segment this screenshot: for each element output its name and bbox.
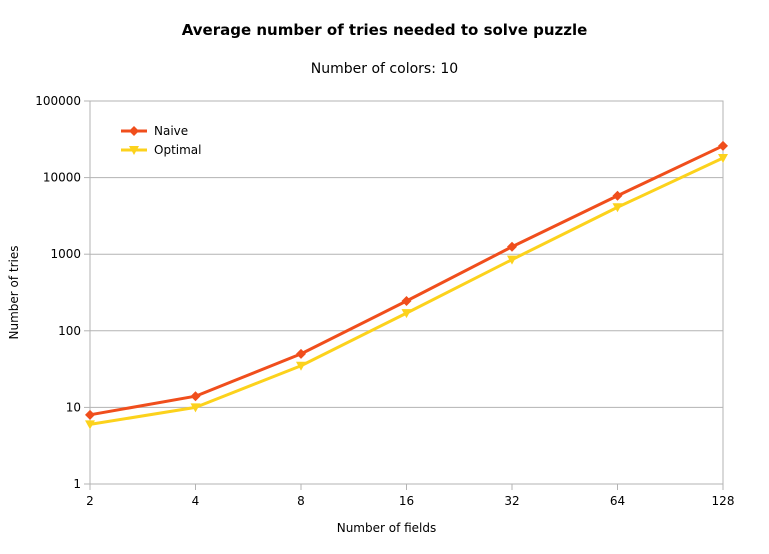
series-optimal: [85, 154, 728, 430]
x-tick-labels: 2 4 8 16 32 64 128: [86, 494, 734, 508]
data-point-optimal: [718, 154, 728, 164]
grid-lines: [84, 100, 724, 490]
data-point-optimal: [296, 361, 306, 371]
data-point-naive: [296, 348, 306, 359]
data-point-optimal: [401, 309, 412, 319]
y-tick-label: 100000: [35, 94, 81, 108]
x-tick-label: 2: [86, 494, 94, 508]
series-line-optimal: [89, 156, 724, 426]
x-axis-title: Number of fields: [337, 521, 437, 535]
data-point-naive: [718, 140, 728, 151]
data-point-optimal: [190, 403, 201, 413]
chart-subtitle: Number of colors: 10: [310, 61, 459, 77]
x-tick-label: 64: [610, 494, 625, 508]
legend-item-naive: Naive: [121, 124, 188, 138]
y-axis-title: Number of tries: [7, 245, 21, 339]
legend-marker: [129, 146, 139, 155]
x-tick-label: 32: [504, 494, 519, 508]
series-naive: [85, 140, 728, 420]
data-point-naive: [507, 241, 517, 252]
y-tick-label: 10: [66, 400, 81, 414]
y-tick-label: 100: [58, 324, 81, 338]
y-tick-labels: 1 10 100 1000 10000 100000: [35, 94, 81, 491]
data-point-optimal: [85, 420, 95, 430]
legend: Naive Optimal: [121, 124, 201, 157]
x-tick-label: 4: [192, 494, 200, 508]
data-point-naive: [85, 409, 95, 420]
data-point-naive: [612, 190, 623, 201]
data-point-optimal: [507, 255, 517, 265]
data-point-naive: [401, 295, 412, 306]
x-tick-label: 16: [399, 494, 414, 508]
legend-item-optimal: Optimal: [121, 143, 201, 157]
plot-frame: [89, 100, 724, 485]
series-line-naive: [89, 144, 724, 417]
y-tick-label: 1: [73, 477, 81, 491]
y-tick-label: 1000: [50, 247, 81, 261]
x-tick-label: 8: [297, 494, 305, 508]
legend-label: Naive: [154, 124, 188, 138]
x-tick-label: 128: [712, 494, 735, 508]
y-tick-label: 10000: [43, 171, 81, 185]
legend-marker: [129, 126, 139, 136]
chart-title: Average number of tries needed to solve …: [181, 21, 588, 39]
series-layer: [85, 140, 728, 430]
legend-label: Optimal: [154, 143, 201, 157]
data-point-optimal: [612, 203, 623, 213]
data-point-naive: [190, 391, 201, 402]
